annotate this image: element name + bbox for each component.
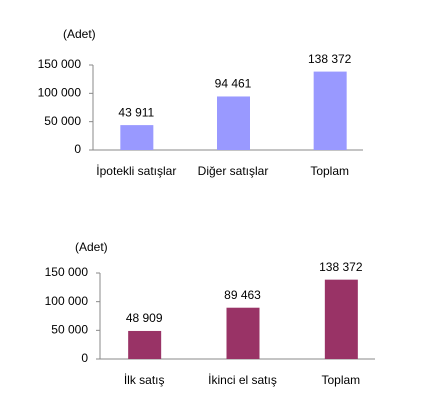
y-tick-label: 100 000	[45, 294, 89, 308]
x-tick-label: İlk satış	[124, 373, 165, 387]
value-label: 138 372	[319, 260, 363, 274]
x-tick-label: Toplam	[310, 164, 349, 178]
y-tick-label: 0	[81, 351, 88, 365]
value-label: 89 463	[224, 288, 261, 302]
y-axis-label: (Adet)	[75, 240, 108, 254]
y-tick-label: 100 000	[38, 86, 82, 100]
x-tick-label: İkinci el satış	[208, 373, 277, 387]
bar	[313, 71, 347, 150]
x-tick-label: Toplam	[321, 373, 360, 387]
y-axis-label: (Adet)	[63, 27, 96, 41]
bar	[128, 330, 162, 359]
value-label: 94 461	[215, 77, 252, 91]
value-label: 43 911	[118, 105, 154, 119]
y-tick-label: 150 000	[38, 57, 82, 71]
value-label: 48 909	[126, 311, 163, 325]
y-tick-label: 0	[74, 142, 81, 156]
x-tick-label: Diğer satışlar	[198, 164, 269, 178]
value-label: 138 372	[308, 52, 352, 66]
y-tick-label: 150 000	[45, 265, 89, 279]
bar	[217, 96, 250, 150]
x-tick-label: İpotekli satışlar	[96, 164, 176, 178]
y-tick-label: 50 000	[44, 114, 81, 128]
bar	[324, 279, 358, 359]
y-tick-label: 50 000	[51, 323, 88, 337]
bar	[120, 125, 154, 150]
bar	[226, 307, 260, 359]
